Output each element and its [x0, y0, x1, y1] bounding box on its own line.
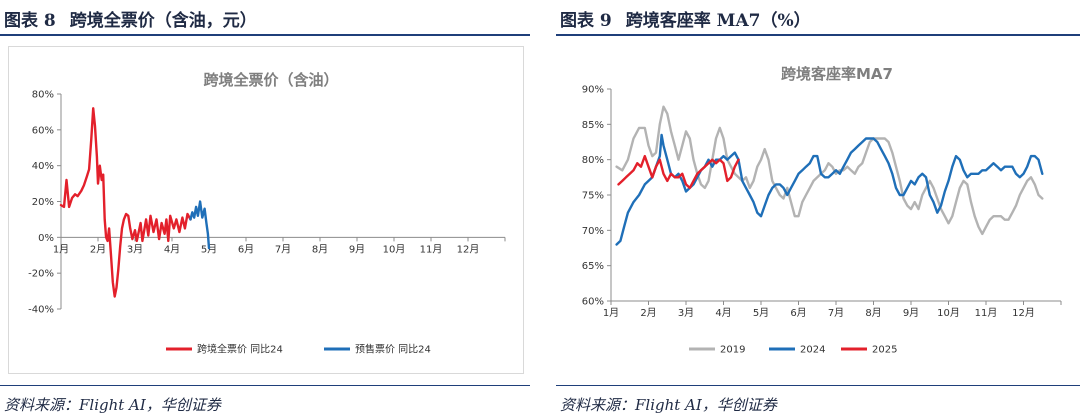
x-tick-label: 5月	[201, 243, 217, 255]
x-tick-label: 12月	[1012, 307, 1035, 319]
x-tick-label: 1月	[53, 243, 69, 255]
y-tick-label: -40%	[28, 305, 54, 316]
legend-label: 2019	[720, 345, 745, 356]
legend-label: 2024	[800, 345, 825, 356]
x-tick-label: 7月	[828, 307, 844, 319]
figure-9-title: 图表 9 跨境客座率 MA7（%）	[560, 6, 811, 31]
figure-9-caption: 跨境客座率 MA7（%）	[625, 11, 811, 31]
x-tick-label: 3月	[678, 307, 694, 319]
x-tick-label: 10月	[937, 307, 960, 319]
figure-8-number: 图表 8	[4, 11, 56, 31]
y-tick-label: 85%	[582, 120, 604, 131]
x-tick-label: 6月	[238, 243, 254, 255]
chart-title: 跨境客座率MA7	[781, 65, 893, 83]
series-line-2019	[615, 105, 1044, 236]
y-tick-label: -20%	[28, 269, 54, 280]
x-tick-label: 9月	[903, 307, 919, 319]
x-tick-label: 4月	[715, 307, 731, 319]
series-line-预售票价-同比24	[189, 200, 211, 250]
figure-9-number: 图表 9	[560, 11, 612, 31]
figure-9-source: 资料来源：Flight AI，华创证券	[560, 396, 777, 414]
x-tick-label: 11月	[420, 243, 443, 255]
fare-yoy-chart: 跨境全票价（含油） 80% 60% 40% 20% 0% -20% -40% 1月 2月 3月 4月 5…	[28, 71, 506, 356]
x-tick-label: 12月	[457, 243, 480, 255]
figure-9-chart-frame: 跨境客座率MA7 90% 85% 80% 75% 70% 65% 60% 1月 2月 3月 4月 5月 6…	[564, 46, 1076, 374]
x-tick-label: 11月	[975, 307, 998, 319]
y-tick-label: 80%	[32, 90, 54, 101]
series-line-跨境全票价-同比24	[59, 107, 192, 298]
figure-8-caption: 跨境全票价（含油，元）	[69, 11, 257, 31]
figure-9-panel: 图表 9 跨境客座率 MA7（%） 跨境客座率MA7 90% 85% 80% 75% 70%…	[556, 0, 1080, 416]
figure-9-bottom-rule	[556, 385, 1080, 386]
y-tick-label: 60%	[582, 297, 604, 308]
legend-label: 2025	[872, 345, 897, 356]
y-tick-label: 70%	[582, 226, 604, 237]
x-tick-label: 4月	[164, 243, 180, 255]
load-factor-chart: 跨境客座率MA7 90% 85% 80% 75% 70% 65% 60%1月 2月 3月 4月 5月 6…	[582, 65, 1062, 356]
figure-8-panel: 图表 8 跨境全票价（含油，元） 跨境全票价（含油） 80% 60% 40% 20% 0% -…	[0, 0, 530, 416]
x-tick-label: 7月	[275, 243, 291, 255]
y-tick-label: 60%	[32, 125, 54, 136]
figure-8-source: 资料来源：Flight AI，华创证券	[4, 396, 221, 414]
x-tick-label: 6月	[790, 307, 806, 319]
y-tick-label: 20%	[32, 197, 54, 208]
figure-9-top-rule	[556, 34, 1080, 36]
series-line-2025	[617, 154, 740, 190]
figure-8-bottom-rule	[0, 385, 530, 386]
y-tick-label: 80%	[582, 155, 604, 166]
y-tick-label: 65%	[582, 261, 604, 272]
x-tick-label: 9月	[349, 243, 365, 255]
figure-8-title: 图表 8 跨境全票价（含油，元）	[4, 6, 257, 31]
x-tick-label: 10月	[383, 243, 406, 255]
x-tick-label: 8月	[865, 307, 881, 319]
y-tick-label: 40%	[32, 161, 54, 172]
legend-label: 跨境全票价 同比24	[197, 343, 283, 356]
y-tick-label: 0%	[38, 233, 54, 244]
y-tick-label: 75%	[582, 191, 604, 202]
x-tick-label: 8月	[312, 243, 328, 255]
x-tick-label: 2月	[640, 307, 656, 319]
x-tick-label: 3月	[127, 243, 143, 255]
chart-title: 跨境全票价（含油）	[203, 71, 338, 89]
figure-8-chart-frame: 跨境全票价（含油） 80% 60% 40% 20% 0% -20% -40% 1月 2月 3月 4月 5…	[8, 46, 524, 374]
y-tick-label: 90%	[582, 85, 604, 96]
figure-8-top-rule	[0, 34, 530, 36]
x-tick-label: 1月	[603, 307, 619, 319]
x-tick-label: 2月	[90, 243, 106, 255]
legend-label: 预售票价 同比24	[355, 343, 431, 356]
x-tick-label: 5月	[753, 307, 769, 319]
